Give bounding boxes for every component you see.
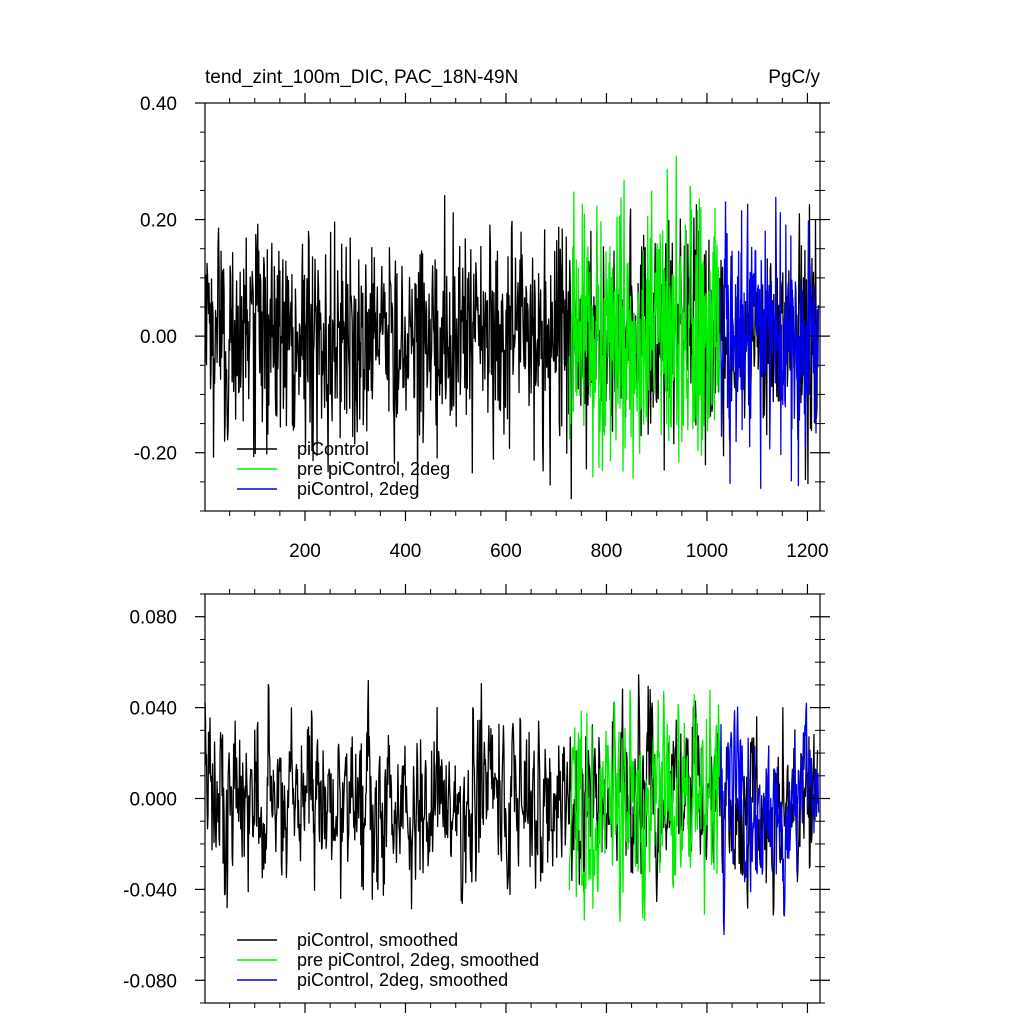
series-line-piControl_2deg [719,196,820,489]
series-line-piControl [204,186,819,500]
bottom-panel-axes: -0.080 -0.040 0.000 0.040 0.080 [123,584,830,1013]
legend-label: piControl, smoothed [297,930,458,950]
y-tick-label: 0.40 [140,94,177,115]
series-line-piControl_2deg [719,702,820,936]
y-tick-label: 0.040 [129,699,177,720]
x-tick-label: 200 [289,541,321,562]
legend-label: piControl [297,439,369,459]
x-tick-label: 600 [490,541,522,562]
top-panel-series [204,155,820,500]
top-panel: tend_zint_100m_DIC, PAC_18N-49N PgC/y 20… [134,67,830,562]
bottom-panel: -0.080 -0.040 0.000 0.040 0.080 piControl, s… [123,584,830,1013]
x-tick-label: 400 [390,541,422,562]
y-tick-label: 0.000 [129,790,177,811]
top-panel-axes: 200 400 600 800 1000 1200 -0.20 0.00 0.20 0.40 [134,93,830,562]
legend-label: piControl, 2deg [297,479,419,499]
y-tick-label: 0.20 [140,211,177,232]
x-tick-label: 1000 [686,541,728,562]
legend-label: pre piControl, 2deg [297,459,450,479]
top-panel-units: PgC/y [768,67,820,88]
y-tick-label: -0.20 [134,444,177,465]
bottom-panel-series [204,674,820,936]
y-tick-label: -0.080 [123,971,177,992]
y-tick-label: 0.00 [140,327,177,348]
y-tick-label: -0.040 [123,880,177,901]
series-line-pre_piControl_2deg [568,155,721,479]
top-panel-title: tend_zint_100m_DIC, PAC_18N-49N [205,67,518,88]
y-tick-label: 0.080 [129,608,177,629]
series-line-pre_piControl_2deg [568,689,721,923]
series-line-piControl [204,674,819,916]
legend-label: piControl, 2deg, smoothed [297,970,508,990]
x-tick-label: 800 [591,541,623,562]
x-tick-label: 1200 [786,541,828,562]
legend-label: pre piControl, 2deg, smoothed [297,950,539,970]
